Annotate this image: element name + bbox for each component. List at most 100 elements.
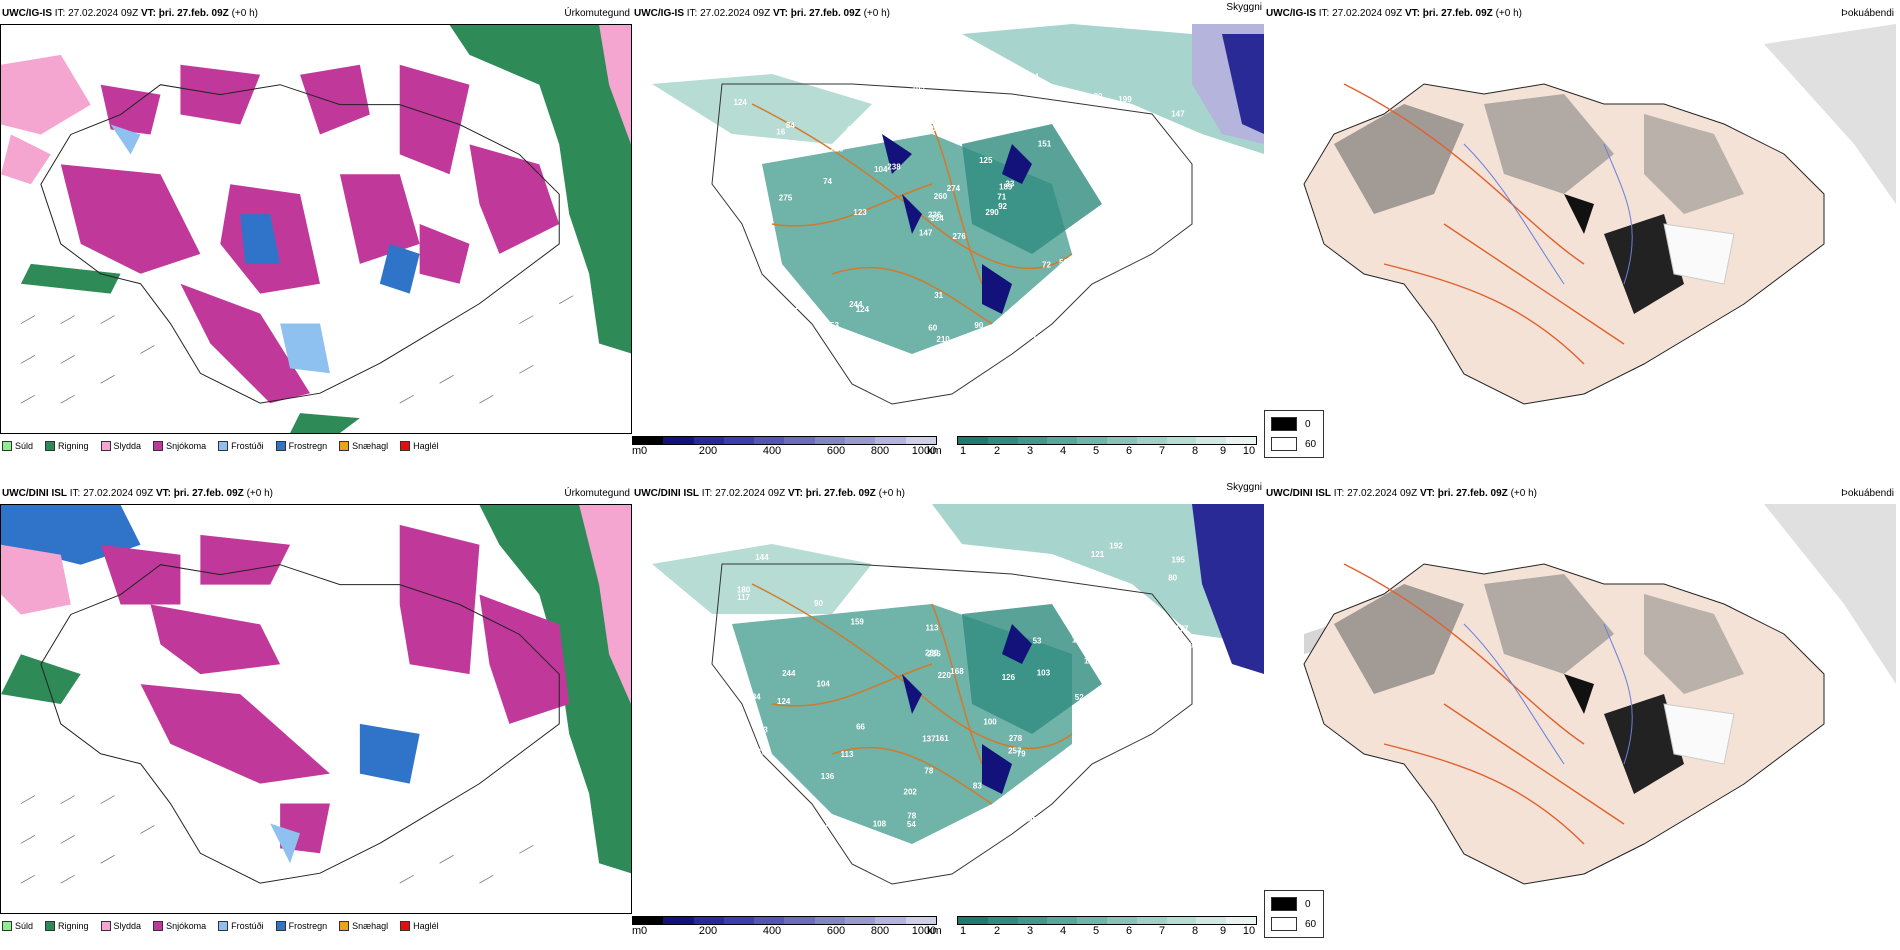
- cloud-base-label: 80: [1094, 92, 1103, 101]
- cloud-base-label: 68: [1090, 856, 1099, 865]
- cloud-base-label: 210: [936, 335, 950, 344]
- cloud-base-label: 101: [915, 530, 929, 539]
- precip-type-map[interactable]: [0, 504, 632, 914]
- cloud-base-label: 79: [1051, 783, 1060, 792]
- cloud-base-label: 456: [1054, 277, 1068, 286]
- legend-label: Slydda: [113, 441, 142, 451]
- vt-label: VT:: [140, 8, 156, 19]
- visibility-map[interactable]: 276 16 324 129 189 124 11 57 97 290 112 549 275 147 14…: [632, 24, 1264, 434]
- cloud-base-label: 435: [899, 559, 913, 568]
- lead-time: (+0 h): [878, 488, 905, 499]
- cloud-base-label: 100: [983, 717, 997, 726]
- cloud-base-label: 78: [907, 812, 916, 821]
- tick-label: 200: [698, 925, 718, 937]
- tick-label: 0: [640, 925, 648, 937]
- tick-label: 4: [1059, 445, 1067, 457]
- cloud-base-label: 278: [1009, 734, 1023, 743]
- cloud-base-label: 71: [997, 193, 1006, 202]
- cloud-base-label: 289: [937, 540, 951, 549]
- it-label: IT:: [69, 488, 81, 499]
- legend-label: Snæhagl: [352, 921, 389, 931]
- cloud-base-label: 124: [734, 98, 748, 107]
- cloud-base-label: 97: [1038, 99, 1047, 108]
- cloud-base-label: 247: [801, 59, 815, 68]
- tick-label: 600: [826, 445, 846, 457]
- precip-type-map[interactable]: [0, 24, 632, 434]
- tick-label: 1: [959, 445, 967, 457]
- cloud-base-label: 276: [953, 232, 967, 241]
- cloud-base-label: 122: [1079, 262, 1093, 271]
- cloud-base-label: 125: [979, 156, 993, 165]
- panel-header: UWC/DINI ISL IT: 27.02.2024 09Z VT: þri.…: [2, 488, 630, 502]
- vt-value: þri. 27.feb. 09Z: [805, 488, 876, 499]
- tick-label: 4: [1059, 925, 1067, 937]
- cloud-base-label: 192: [1109, 542, 1123, 551]
- tick-label: 6: [1125, 445, 1133, 457]
- cloud-base-label: 220: [818, 536, 832, 545]
- cloud-base-label: 134: [990, 810, 1004, 819]
- legend-label: Snjókoma: [166, 441, 207, 451]
- cloud-base-label: 244: [849, 300, 863, 309]
- cloud-base-label: 124: [856, 305, 870, 314]
- legend-label: Rigning: [58, 441, 89, 451]
- cloud-base-label: 57: [956, 125, 965, 134]
- cloud-base-label: 80: [1168, 574, 1177, 583]
- forecast-row-dini-isl: UWC/DINI ISL IT: 27.02.2024 09Z VT: þri.…: [0, 480, 1900, 950]
- vt-label: VT:: [1404, 8, 1420, 19]
- it-label: IT:: [1333, 488, 1345, 499]
- cloud-base-label: 155: [808, 830, 822, 839]
- cloud-base-label: 200: [954, 64, 968, 73]
- legend-label: Frostúði: [231, 921, 264, 931]
- cloud-base-label: 176: [1187, 832, 1201, 841]
- vt-label: VT:: [155, 488, 171, 499]
- fog-map[interactable]: [1264, 504, 1896, 914]
- legend-swatch: [100, 921, 111, 931]
- legend-item: Slydda: [100, 441, 142, 451]
- vt-value: þri. 27.feb. 09Z: [790, 8, 861, 19]
- cloud-base-label: 52: [1075, 693, 1084, 702]
- cloud-base-label: 90: [974, 321, 983, 330]
- tick-label: 9: [1219, 445, 1227, 457]
- visibility-panel: UWC/DINI ISL IT: 27.02.2024 09Z VT: þri.…: [632, 480, 1264, 950]
- visibility-map[interactable]: 323 289 102 195 180 173 124 96 113 192 168 943 101 11…: [632, 504, 1264, 914]
- cloud-base-label: 117: [737, 593, 750, 602]
- panel-header: UWC/DINI ISL IT: 27.02.2024 09Z VT: þri.…: [1266, 488, 1894, 502]
- legend-label: 60: [1305, 918, 1317, 930]
- it-value: 27.02.2024 09Z: [700, 8, 771, 19]
- legend-label: 0: [1305, 418, 1311, 430]
- legend-item: Haglél: [400, 441, 439, 451]
- cloud-base-label: 104: [874, 165, 888, 174]
- fog-map[interactable]: [1264, 24, 1896, 434]
- cloud-base-label: 18: [781, 309, 790, 318]
- cloud-base-label: 44: [731, 645, 740, 654]
- colorbar-unit: m: [632, 925, 642, 937]
- legend-item: Snjókoma: [153, 921, 206, 931]
- legend-label: Frostúði: [231, 441, 264, 451]
- legend-swatch: [2, 441, 12, 451]
- model-name: UWC/IG-IS: [1266, 8, 1316, 19]
- cloud-base-label: 33: [1005, 180, 1014, 189]
- model-name: UWC/DINI ISL: [1266, 488, 1331, 499]
- lead-time: (+0 h): [231, 8, 258, 19]
- legend-swatch: [45, 921, 56, 931]
- lead-time: (+0 h): [863, 8, 890, 19]
- fog-legend-item: 60: [1271, 437, 1316, 451]
- it-value: 27.02.2024 09Z: [83, 488, 154, 499]
- panel-header: UWC/IG-IS IT: 27.02.2024 09Z VT: þri. 27…: [1266, 8, 1894, 22]
- vt-value: þri. 27.feb. 09Z: [1422, 8, 1493, 19]
- cloud-base-label: 63: [834, 339, 843, 348]
- legend-label: Slydda: [113, 921, 142, 931]
- cloud-base-label: 148: [1143, 134, 1157, 143]
- legend-swatch: [2, 921, 12, 931]
- cloud-base-label: 95: [1015, 76, 1024, 85]
- cloud-base-label: 137: [983, 55, 997, 64]
- legend-swatch: [339, 441, 350, 451]
- it-value: 27.02.2024 09Z: [68, 8, 139, 19]
- cloud-base-label: 16: [776, 128, 785, 137]
- vt-value: þri. 27.feb. 09Z: [158, 8, 229, 19]
- ptype-legend: Súld Rigning Slydda Snjókoma Frostúði Fr…: [2, 438, 447, 454]
- it-label: IT:: [1318, 8, 1330, 19]
- cloud-base-label: 195: [1172, 556, 1186, 565]
- cloud-base-label: 173: [1132, 851, 1146, 860]
- legend-swatch: [1271, 897, 1297, 911]
